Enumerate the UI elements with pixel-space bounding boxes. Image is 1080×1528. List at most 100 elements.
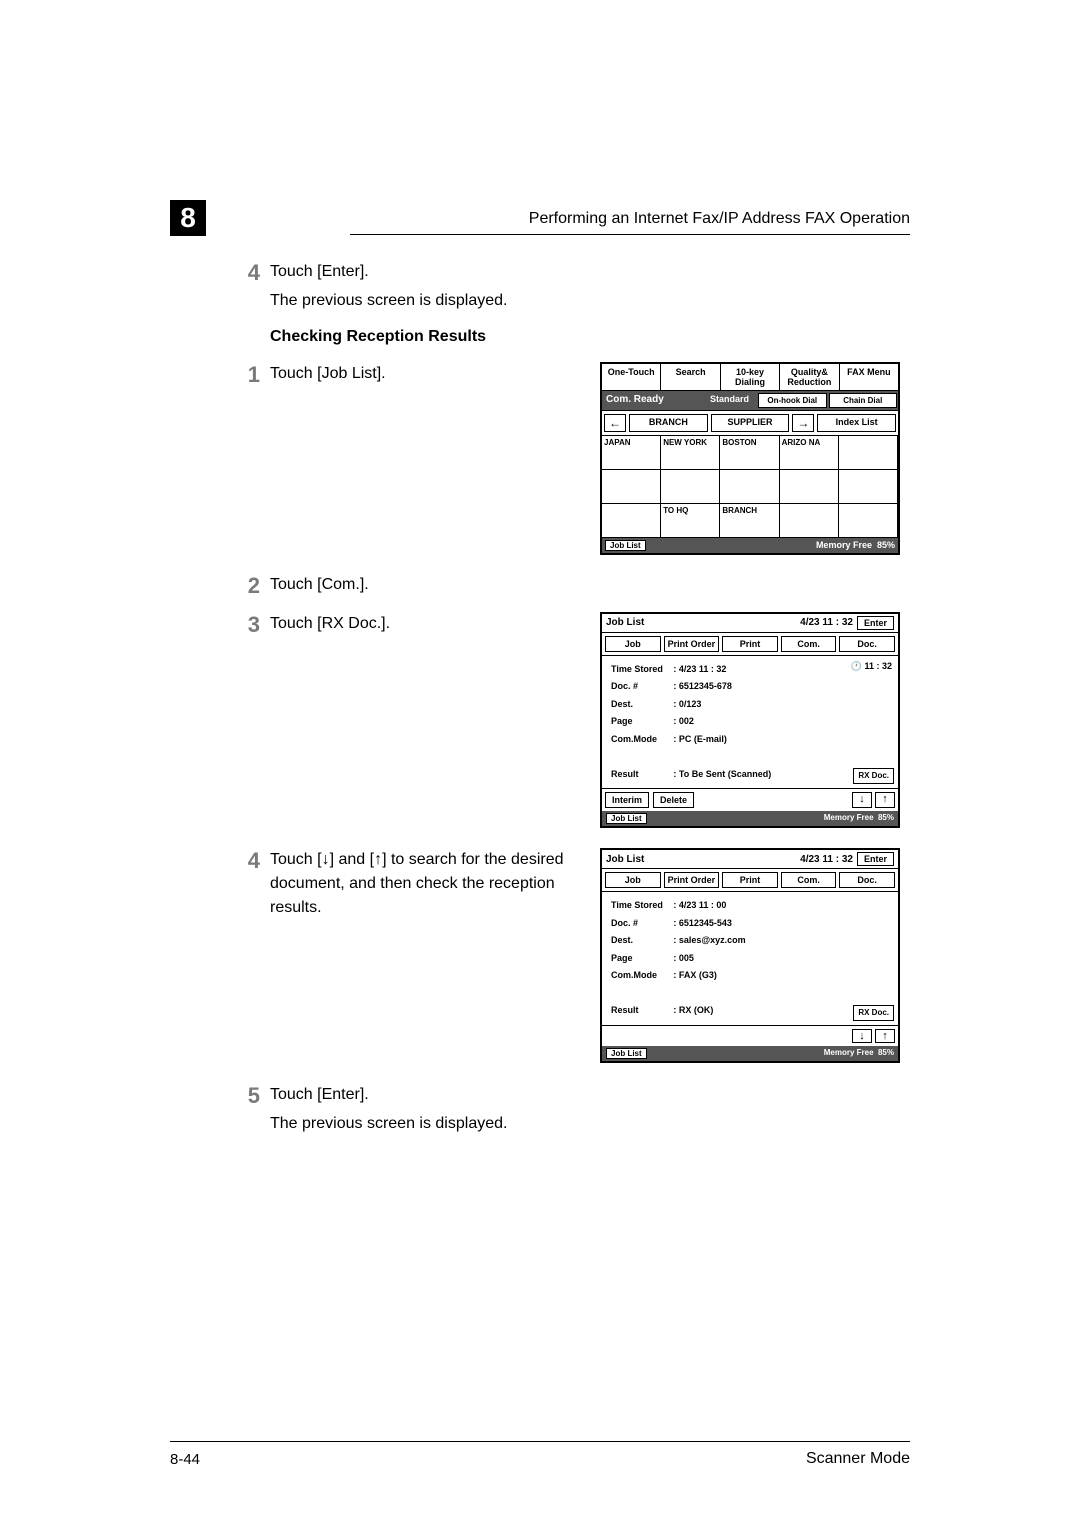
dest-cell[interactable] (780, 470, 839, 504)
job-list-button[interactable]: Job List (605, 540, 646, 551)
result-label: Result (610, 1003, 664, 1019)
left-arrow-button[interactable]: ← (604, 414, 626, 432)
memory-free-label: Memory Free 85% (824, 1048, 894, 1059)
dest-cell[interactable]: ARIZO NA (780, 436, 839, 470)
branch-button[interactable]: BRANCH (629, 414, 708, 432)
dest-cell[interactable] (839, 504, 898, 538)
step-number: 5 (240, 1083, 270, 1109)
destination-grid: JAPAN NEW YORK BOSTON ARIZO NA TO HQ BRA… (602, 436, 898, 538)
job-detail-body: Time Stored : 4/23 11 : 00 Doc. #: 65123… (602, 892, 898, 1025)
dest-cell[interactable]: JAPAN (602, 436, 661, 470)
step-text: Touch [Enter]. (270, 260, 900, 286)
tab-print-order[interactable]: Print Order (664, 872, 720, 888)
result-value: : RX (OK) (672, 1003, 746, 1019)
step-number: 2 (240, 573, 270, 599)
page-label: Page (610, 714, 664, 730)
clock-icon: 🕐 11 : 32 (851, 660, 892, 674)
enter-button[interactable]: Enter (857, 616, 894, 630)
step-number: 4 (240, 260, 270, 286)
dest-label: Dest. (610, 933, 664, 949)
job-list-panel-2: Job List 4/23 11 : 32 Enter Job Print Or… (600, 848, 900, 1063)
doc-number-value: : 6512345-678 (672, 679, 772, 695)
com-ready-label: Com. Ready (602, 391, 702, 410)
tab-print[interactable]: Print (722, 636, 778, 652)
tab-doc[interactable]: Doc. (839, 872, 895, 888)
index-list-button[interactable]: Index List (817, 414, 896, 432)
panel-title: Job List (606, 617, 800, 628)
down-arrow-button[interactable]: ↓ (852, 1029, 872, 1043)
dest-cell[interactable] (602, 470, 661, 504)
dest-label: Dest. (610, 697, 664, 713)
tab-quality[interactable]: Quality& Reduction (780, 364, 839, 390)
footer-mode: Scanner Mode (806, 1450, 910, 1468)
doc-number-label: Doc. # (610, 679, 664, 695)
up-arrow-button[interactable]: ↑ (875, 792, 895, 808)
right-arrow-button[interactable]: → (792, 414, 814, 432)
dest-cell[interactable]: BRANCH (720, 504, 779, 538)
tab-onetouch[interactable]: One-Touch (602, 364, 661, 390)
rx-doc-button[interactable]: RX Doc. (853, 1005, 894, 1021)
tab-faxmenu[interactable]: FAX Menu (840, 364, 898, 390)
dest-cell[interactable]: TO HQ (661, 504, 720, 538)
step-subtext: The previous screen is displayed. (270, 1115, 900, 1133)
tab-com[interactable]: Com. (781, 872, 837, 888)
dest-cell[interactable] (839, 470, 898, 504)
supplier-button[interactable]: SUPPLIER (711, 414, 790, 432)
step-subtext: The previous screen is displayed. (270, 292, 900, 310)
down-arrow-button[interactable]: ↓ (852, 792, 872, 808)
step-1-block: 1 Touch [Job List]. One-Touch Search 10-… (240, 362, 900, 555)
result-label: Result (610, 767, 664, 783)
step-text: Touch [↓] and [↑] to search for the desi… (270, 848, 590, 920)
dest-cell[interactable]: BOSTON (720, 436, 779, 470)
dest-cell[interactable] (661, 470, 720, 504)
tab-doc[interactable]: Doc. (839, 636, 895, 652)
chain-dial-button[interactable]: Chain Dial (829, 393, 898, 408)
enter-button[interactable]: Enter (857, 852, 894, 866)
job-detail-body: 🕐 11 : 32 Time Stored : 4/23 11 : 32 Doc… (602, 656, 898, 789)
time-stored-label: Time Stored (610, 662, 664, 678)
header-rule (350, 234, 910, 235)
footer-rule (170, 1441, 910, 1442)
dest-cell[interactable] (780, 504, 839, 538)
commode-value: : PC (E-mail) (672, 732, 772, 748)
memory-free-label: Memory Free 85% (816, 540, 895, 551)
tab-print[interactable]: Print (722, 872, 778, 888)
step-text: Touch [Com.]. (270, 573, 900, 599)
job-list-button[interactable]: Job List (606, 813, 647, 824)
dest-cell[interactable]: NEW YORK (661, 436, 720, 470)
step-3-block: 3 Touch [RX Doc.]. Job List 4/23 11 : 32… (240, 612, 900, 829)
step-4b-block: 4 Touch [↓] and [↑] to search for the de… (240, 848, 900, 1063)
doc-number-label: Doc. # (610, 916, 664, 932)
tab-job[interactable]: Job (605, 872, 661, 888)
job-list-panel: Job List 4/23 11 : 32 Enter Job Print Or… (600, 612, 900, 829)
commode-label: Com.Mode (610, 732, 664, 748)
dest-cell[interactable] (602, 504, 661, 538)
page-number: 8-44 (170, 1451, 200, 1468)
standard-label: Standard (702, 391, 757, 410)
dest-cell[interactable] (839, 436, 898, 470)
fax-menu-panel: One-Touch Search 10-key Dialing Quality&… (600, 362, 900, 555)
job-list-button[interactable]: Job List (606, 1048, 647, 1059)
tab-com[interactable]: Com. (781, 636, 837, 652)
section-heading: Checking Reception Results (270, 328, 900, 346)
page-label: Page (610, 951, 664, 967)
dest-cell[interactable] (720, 470, 779, 504)
onhook-dial-button[interactable]: On-hook Dial (758, 393, 827, 408)
up-arrow-button[interactable]: ↑ (875, 1029, 895, 1043)
delete-button[interactable]: Delete (653, 792, 694, 808)
tab-job[interactable]: Job (605, 636, 661, 652)
commode-label: Com.Mode (610, 968, 664, 984)
dest-value: : sales@xyz.com (672, 933, 746, 949)
panel-title: Job List (606, 854, 800, 865)
doc-number-value: : 6512345-543 (672, 916, 746, 932)
step-number: 3 (240, 612, 270, 638)
tab-search[interactable]: Search (661, 364, 720, 390)
tab-print-order[interactable]: Print Order (664, 636, 720, 652)
time-stored-label: Time Stored (610, 898, 664, 914)
header-title: Performing an Internet Fax/IP Address FA… (529, 210, 910, 228)
interim-button[interactable]: Interim (605, 792, 649, 808)
rx-doc-button[interactable]: RX Doc. (853, 768, 894, 784)
tab-10key[interactable]: 10-key Dialing (721, 364, 780, 390)
dest-value: : 0/123 (672, 697, 772, 713)
chapter-number: 8 (170, 200, 206, 236)
